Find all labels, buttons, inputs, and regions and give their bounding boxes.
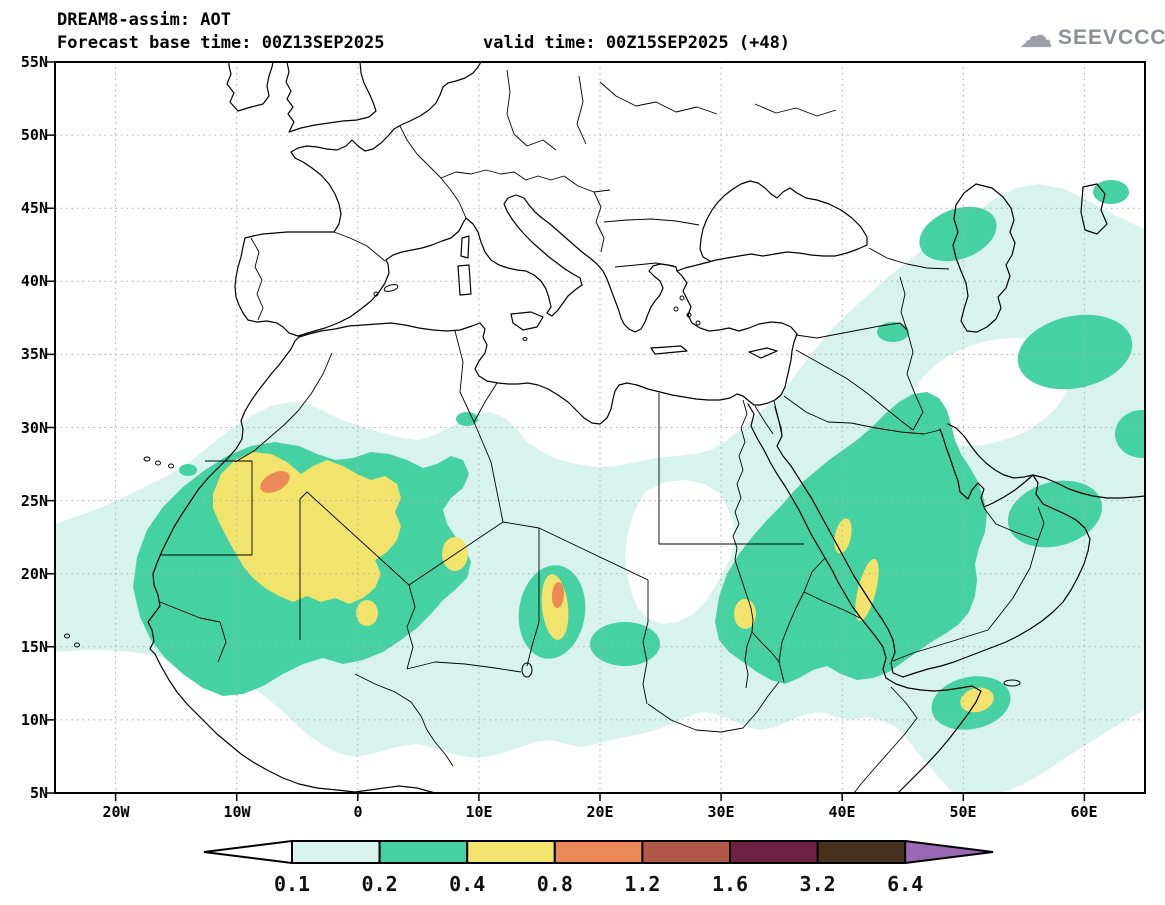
lat-label: 5N	[30, 784, 48, 802]
colorbar-over-arrow	[904, 839, 994, 865]
colorbar-segment	[729, 840, 819, 864]
lat-label: 35N	[21, 345, 48, 363]
colorbar-segment	[378, 840, 469, 864]
lat-label: 50N	[21, 126, 48, 144]
lat-label: 10N	[21, 711, 48, 729]
colorbar-label: 0.8	[537, 872, 573, 896]
lon-label: 20E	[586, 803, 613, 821]
lon-label: 0	[353, 803, 362, 821]
coastlines	[147, 62, 1145, 793]
colorbar-segment	[553, 840, 644, 864]
country-borders	[161, 69, 1045, 793]
colorbar-label: 0.4	[449, 872, 485, 896]
colorbar-segment	[291, 840, 381, 864]
colorbar-label: 0.1	[274, 872, 310, 896]
latitude-axis: 55N 50N 45N 40N 35N 30N 25N 20N 15N 10N …	[21, 53, 48, 802]
lon-label: 60E	[1070, 803, 1097, 821]
seevccc-logo: ☁ SEEVCCC	[1019, 16, 1165, 56]
lon-label: 40E	[828, 803, 855, 821]
colorbar-legend: 0.1 0.2 0.4 0.8 1.2 1.6 3.2 6.4	[203, 839, 994, 896]
colorbar-segment	[816, 840, 907, 864]
base-time-label: Forecast base time: 00Z13SEP2025	[57, 33, 385, 53]
page-title: DREAM8-assim: AOT	[57, 10, 231, 30]
lat-label: 40N	[21, 272, 48, 290]
lon-label: 10E	[465, 803, 492, 821]
lat-label: 55N	[21, 53, 48, 71]
lat-label: 45N	[21, 199, 48, 217]
colorbar-segment	[641, 840, 731, 864]
map	[47, 61, 1146, 801]
lat-label: 15N	[21, 638, 48, 656]
lat-label: 30N	[21, 419, 48, 437]
lat-label: 20N	[21, 565, 48, 583]
small-islands	[64, 284, 1021, 687]
logo-text: SEEVCCC	[1058, 26, 1165, 49]
gridlines	[55, 62, 1145, 793]
aot-fill-0.8	[260, 471, 565, 608]
longitude-axis: 20W 10W 0 10E 20E 30E 40E 50E 60E	[102, 803, 1097, 821]
colorbar-under-arrow	[203, 839, 293, 865]
colorbar-label: 0.2	[362, 872, 398, 896]
lat-label: 25N	[21, 492, 48, 510]
colorbar-label: 6.4	[887, 872, 923, 896]
header: DREAM8-assim: AOT Forecast base time: 00…	[57, 10, 1165, 56]
aot-fill-0.4	[213, 452, 994, 713]
valid-time-label: valid time: 00Z15SEP2025 (+48)	[483, 33, 790, 53]
axis-ticks	[47, 61, 1086, 801]
colorbar-segment	[466, 840, 556, 864]
colorbar-label: 1.6	[712, 872, 748, 896]
lon-label: 30E	[707, 803, 734, 821]
lon-label: 20W	[102, 803, 130, 821]
colorbar-label: 1.2	[624, 872, 660, 896]
rivers-lakes	[159, 399, 781, 767]
lon-label: 10W	[223, 803, 251, 821]
cloud-icon: ☁	[1019, 16, 1053, 56]
colorbar-label: 3.2	[800, 872, 836, 896]
lon-label: 50E	[949, 803, 976, 821]
